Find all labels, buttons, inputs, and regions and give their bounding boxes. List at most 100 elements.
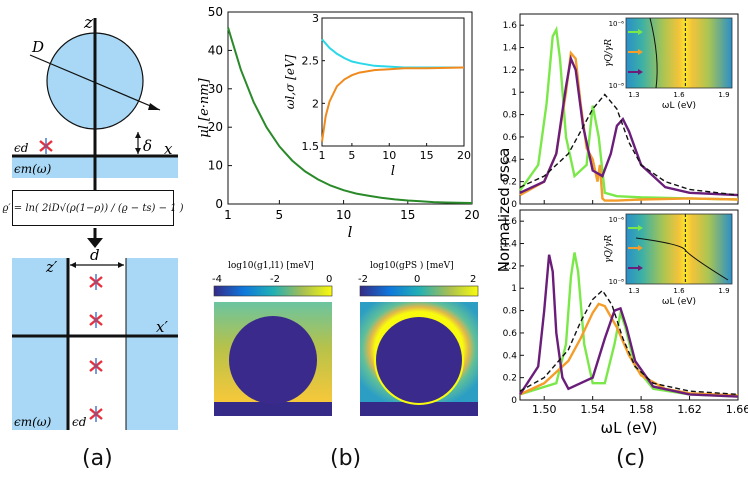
map-right-tick-2: 0 (414, 274, 420, 285)
width-arrowhead-right (118, 262, 124, 268)
top-inset-ytick-1: 10⁻⁸ (609, 82, 625, 90)
mu-xtick-label-1: 5 (276, 208, 284, 222)
bottom-ytick-label-3: 0.6 (503, 329, 518, 339)
bottom-xtick-label-0: 1.50 (532, 403, 557, 416)
omega-xtick-label-2: 10 (382, 149, 396, 162)
top-inset-marker-head-2 (638, 69, 643, 75)
width-arrowhead-left (70, 262, 76, 268)
diameter-label: D (31, 38, 44, 56)
bottom-ytick-label-8: 1.6 (503, 217, 518, 227)
mu-ytick-label-0: 0 (215, 197, 223, 211)
omega-series-line-1 (321, 66, 465, 142)
panel-label-c: (c) (616, 446, 646, 471)
mu-series-line (227, 27, 473, 204)
bottom-xtick-label-3: 1.62 (677, 403, 702, 416)
emitter-icon-3 (89, 358, 103, 374)
eps-m-top-label: ϵm(ω) (14, 162, 52, 176)
top-plot-frame (519, 13, 739, 205)
omega-xtick-label-4: 20 (457, 149, 471, 162)
map-left-sphere (229, 316, 317, 404)
panel-label-b: (b) (330, 446, 362, 471)
conformal-map-formula: ϱ′ = ln( 2iD√(ρ(1−ρ)) / (ϱ − ts) − 1 ) (2, 190, 184, 226)
omega-xlabel: l (391, 164, 395, 179)
top-series-line-2 (519, 54, 739, 197)
map-right-tick-3: 2 (470, 274, 476, 285)
top-inset-xtick-0: 1.3 (628, 91, 639, 99)
emitter-icon-2 (89, 312, 103, 328)
bottom-inset-ylabel: γQ/γR (604, 235, 614, 263)
mu-xtick-label-0: 1 (224, 208, 232, 222)
bottom-inset-xtick-1: 1.6 (673, 287, 685, 295)
map-right-sphere-core (376, 317, 462, 403)
top-ytick-label-1: 0.2 (503, 178, 517, 188)
map-left-tick-1: -4 (212, 274, 222, 285)
map-right-substrate (360, 402, 478, 416)
map-left-tick-2: -2 (270, 274, 280, 285)
emitter-icon-1 (89, 274, 103, 290)
gap-arrowhead-top (135, 132, 141, 138)
top-inset-curve (649, 17, 658, 89)
bottom-xtick-label-1: 1.54 (580, 403, 605, 416)
bottom-inset-curve (635, 237, 729, 281)
axis-z-prime-label: z′ (45, 258, 58, 276)
bottom-inset-xtick-2: 1.9 (718, 287, 729, 295)
bottom-ytick-label-7: 1.4 (503, 240, 518, 250)
top-series-line-3 (519, 93, 739, 196)
diameter-arrowhead (148, 103, 160, 110)
mu-xtick-label-3: 15 (400, 208, 415, 222)
omega-ytick-label-2: 2.5 (302, 55, 320, 68)
top-ytick-label-5: 1 (511, 88, 517, 98)
bottom-plot-frame (519, 209, 739, 401)
map-left-colorbar (213, 285, 333, 297)
omega-ytick-label-1: 2 (312, 97, 319, 110)
gap-label: δ (143, 137, 152, 155)
bottom-ytick-label-6: 1.2 (503, 262, 517, 272)
top-inset-xlabel: ωL (eV) (662, 101, 696, 111)
bottom-inset-map (625, 213, 733, 285)
bottom-ytick-label-2: 0.4 (503, 351, 518, 361)
eps-d-top-label: ϵd (14, 141, 29, 155)
map-left-substrate (214, 402, 332, 416)
mu-xtick-label-4: 20 (464, 208, 479, 222)
bottom-inset-marker-head-1 (638, 245, 643, 251)
mu-xtick-label-2: 10 (336, 208, 351, 222)
axis-z-label: z (83, 13, 94, 33)
map-left-tick-3: 0 (326, 274, 332, 285)
top-ytick-label-3: 0.6 (503, 133, 518, 143)
mu-ytick-label-1: 10 (208, 159, 223, 173)
axis-x-prime-label: x′ (156, 318, 168, 336)
omega-ylabel: ωl,σ [eV] (283, 54, 297, 109)
panel-a-schematic: z D δ x ϵd ϵm(ω) z′ d x′ ϵm(ω) ϵd (12, 13, 178, 430)
top-inset-marker-head-1 (638, 49, 643, 55)
top-ytick-label-4: 0.8 (503, 111, 518, 121)
bottom-ytick-label-0: 0 (511, 396, 517, 406)
panel-label-a: (a) (82, 446, 113, 471)
top-series-line-0 (519, 25, 739, 201)
sca-ylabel: Normalized σsca (498, 148, 513, 273)
eps-d-bottom-label: ϵd (72, 415, 87, 429)
map-right-title: log10(gPS ) [meV] (370, 260, 454, 271)
panel-c-scattering-chart: 00.20.40.60.811.21.41.6 10⁻⁶10⁻⁸γQ/γR1.3 1… (498, 13, 748, 437)
axis-x-label: x (164, 140, 173, 158)
mu-ytick-label-4: 40 (208, 43, 223, 57)
omega-inset-frame (321, 17, 465, 147)
omega-xtick-label-0: 1 (319, 149, 326, 162)
bottom-series-line-3 (519, 289, 739, 396)
bottom-inset-ytick-1: 10⁻⁸ (609, 278, 625, 286)
top-inset-map (625, 17, 733, 89)
top-ytick-label-2: 0.4 (503, 155, 518, 165)
top-inset-ylabel: γQ/γR (604, 39, 614, 67)
bottom-series-line-2 (518, 254, 739, 398)
top-inset-marker-head-0 (638, 29, 643, 35)
map-left-title: log10(g1,l1) [meV] (228, 260, 314, 271)
bottom-inset-marker-head-2 (638, 265, 643, 271)
top-inset-xtick-2: 1.9 (718, 91, 729, 99)
gap-arrowhead-bottom (135, 148, 141, 154)
bottom-inset-xtick-0: 1.3 (628, 287, 639, 295)
map-right-colorbar (359, 285, 479, 297)
metal-left-slab (12, 258, 68, 430)
top-ytick-label-7: 1.4 (503, 44, 518, 54)
top-ytick-label-0: 0 (511, 200, 517, 210)
bottom-xlabel: ωL (eV) (601, 419, 658, 437)
